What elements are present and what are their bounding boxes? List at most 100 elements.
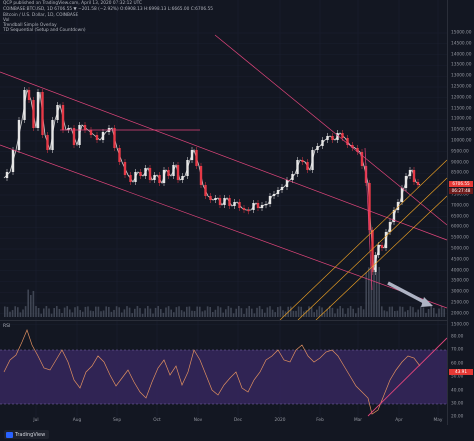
- price-axis-label: 7500.00: [451, 192, 469, 198]
- candle-body: [316, 146, 319, 150]
- tradingview-logo-icon: [6, 431, 13, 438]
- candle-body: [46, 135, 49, 150]
- descending-channel-lower: [0, 144, 448, 309]
- volume-bar: [149, 308, 152, 317]
- last-price-tag: 6706.55: [449, 181, 473, 187]
- volume-bar: [414, 312, 417, 317]
- candle-body: [148, 168, 152, 180]
- volume-bar: [409, 306, 412, 317]
- volume-bar: [66, 306, 68, 317]
- candle-body: [72, 128, 76, 145]
- volume-bar: [349, 306, 352, 317]
- volume-bar: [30, 295, 32, 317]
- volume-bar: [318, 306, 321, 317]
- volume-bar: [53, 308, 55, 317]
- candle-body: [296, 160, 299, 174]
- volume-bar: [295, 310, 297, 317]
- candle-body: [218, 198, 222, 205]
- crash-line: [364, 147, 373, 291]
- candle-body: [326, 136, 329, 140]
- volume-bar: [209, 307, 211, 317]
- orange-channel-lower: [315, 195, 448, 321]
- volume-bar: [334, 313, 336, 317]
- candle-body: [223, 198, 226, 205]
- price-chart-canvas[interactable]: [0, 0, 474, 427]
- volume-bar: [370, 266, 373, 317]
- long-trendline: [214, 34, 448, 226]
- volume-bar: [61, 313, 63, 317]
- volume-bar: [37, 307, 40, 317]
- candle-body: [214, 198, 217, 200]
- volume-bar: [144, 308, 146, 317]
- time-axis-label: Oct: [153, 418, 161, 423]
- volume-bar: [178, 306, 180, 317]
- volume-bar: [407, 310, 409, 317]
- candle-body: [139, 172, 142, 176]
- candle-body: [400, 188, 404, 202]
- candle-body: [331, 136, 334, 140]
- volume-bar: [24, 306, 27, 317]
- candle-body: [113, 128, 116, 148]
- volume-bar: [6, 306, 9, 317]
- time-axis-label: May: [433, 418, 443, 423]
- volume-bar: [102, 310, 105, 317]
- volume-bar: [264, 312, 266, 317]
- volume-bar: [417, 309, 419, 317]
- time-axis[interactable]: Jul Aug Sep Oct Nov Dec 2020 Feb Mar Apr May: [0, 417, 447, 427]
- volume-bar: [347, 308, 349, 317]
- candle-body: [95, 135, 99, 140]
- volume-bar: [433, 307, 435, 317]
- pane-divider[interactable]: [0, 320, 474, 321]
- volume-bar: [154, 307, 157, 317]
- volume-bar: [115, 306, 118, 317]
- volume-bar: [191, 310, 193, 317]
- projection-arrow-head: [421, 297, 433, 307]
- volume-bar: [412, 307, 414, 317]
- volume-bar: [375, 271, 378, 317]
- volume-bar: [394, 311, 396, 317]
- volume-bar: [157, 306, 159, 317]
- candle-body: [134, 172, 137, 182]
- candle-body: [167, 170, 170, 176]
- volume-bar: [438, 308, 440, 317]
- candle-body: [301, 160, 304, 162]
- price-axis-label: 15000.00: [451, 30, 472, 36]
- volume-bar: [425, 312, 427, 317]
- volume-bar: [17, 307, 19, 317]
- candle-body: [351, 145, 354, 148]
- volume-bar: [97, 306, 100, 317]
- projection-arrow-shaft: [387, 281, 427, 305]
- volume-bar: [230, 307, 232, 317]
- indicator-label-trendball: Trendball Simple Overlay: [3, 23, 57, 28]
- candle-body: [5, 172, 9, 178]
- time-axis-label: Jul: [33, 418, 39, 423]
- volume-bar: [134, 308, 136, 317]
- candle-body: [195, 150, 198, 166]
- volume-bar: [355, 313, 357, 317]
- candle-body: [101, 132, 105, 140]
- time-axis-label: Sep: [112, 418, 122, 423]
- candle-body: [341, 133, 344, 138]
- volume-bar: [238, 306, 240, 317]
- orange-channel-middle: [297, 177, 448, 321]
- volume-bar: [290, 306, 292, 317]
- tradingview-brand[interactable]: TradingView: [4, 430, 50, 439]
- volume-bar: [147, 306, 149, 317]
- volume-bar: [175, 307, 178, 317]
- volume-bar: [313, 312, 315, 317]
- candle-body: [61, 105, 65, 130]
- time-axis-label: 2020: [274, 418, 286, 423]
- volume-bar: [188, 306, 191, 317]
- candle-body: [32, 100, 35, 128]
- volume-bar: [235, 308, 237, 317]
- countdown-tag: 06:27:48: [449, 188, 473, 194]
- volume-bar: [27, 289, 29, 317]
- volume-bar: [240, 308, 243, 317]
- volume-bar: [22, 309, 24, 317]
- price-axis-label: 14500.00: [451, 41, 472, 47]
- price-axis-label: 6000.00: [451, 224, 469, 230]
- candle-body: [285, 180, 289, 187]
- price-axis[interactable]: 15000.00 14500.00 14000.00 13500.00 13000.00…: [447, 0, 474, 425]
- volume-bar: [269, 306, 271, 317]
